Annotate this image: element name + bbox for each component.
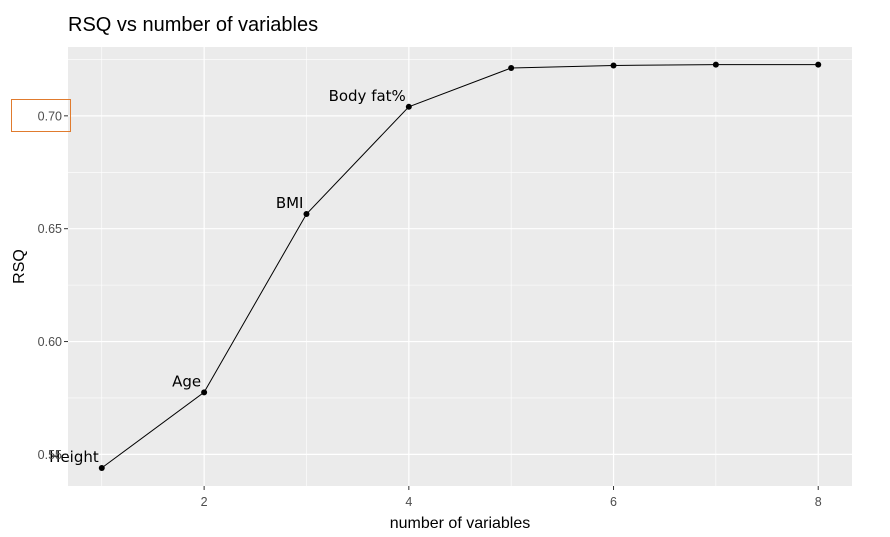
data-point <box>405 103 412 110</box>
data-point <box>815 61 822 68</box>
x-axis-title: number of variables <box>390 515 531 532</box>
y-axis-ticks: 0.55 0.60 0.65 0.70 <box>38 109 68 462</box>
x-tick-label: 2 <box>201 495 208 509</box>
x-tick-label: 8 <box>815 495 822 509</box>
x-tick-label: 4 <box>405 495 412 509</box>
point-label: Body fat% <box>329 87 406 105</box>
data-point <box>303 211 310 218</box>
data-point <box>508 64 515 71</box>
y-tick-label: 0.65 <box>38 222 62 236</box>
point-label: BMI <box>276 194 304 212</box>
data-point <box>98 464 105 471</box>
x-axis-ticks: 2 4 6 8 <box>201 486 822 509</box>
data-points <box>98 61 822 471</box>
data-point <box>201 389 208 396</box>
point-label: Height <box>49 448 99 466</box>
y-axis-title: RSQ <box>11 249 28 284</box>
point-label: Age <box>172 372 201 390</box>
plot-panel <box>68 47 852 486</box>
point-labels: Height Age BMI Body fat% <box>49 87 406 466</box>
y-tick-label: 0.60 <box>38 335 62 349</box>
data-point <box>712 61 719 68</box>
grid-major <box>68 47 852 486</box>
x-tick-label: 6 <box>610 495 617 509</box>
series-line <box>101 64 819 469</box>
data-point <box>610 62 617 69</box>
y-tick-label: 0.70 <box>38 109 62 123</box>
grid-minor <box>68 47 852 486</box>
y-tick-label: 0.55 <box>38 448 62 462</box>
highlight-box <box>11 99 71 132</box>
chart-title: RSQ vs number of variables <box>68 14 319 36</box>
